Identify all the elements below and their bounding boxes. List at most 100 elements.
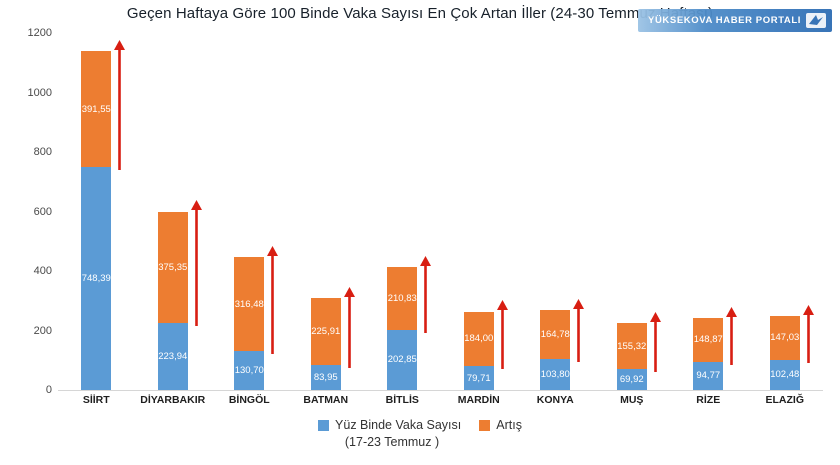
stacked-bar: 391,55 748,39 [81, 50, 112, 390]
watermark-badge: YÜKSEKOVA HABER PORTALI [638, 9, 832, 32]
category-label: MARDİN [457, 394, 500, 406]
increase-arrow-icon [496, 300, 509, 374]
stacked-bar: 155,32 69,92 [616, 323, 647, 390]
cases-segment: 202,85 [387, 329, 418, 390]
watermark-text: YÜKSEKOVA HABER PORTALI [648, 15, 801, 26]
increase-arrow-icon [343, 287, 356, 373]
increase-segment: 210,83 [387, 266, 418, 330]
increase-value-label: 316,48 [234, 298, 264, 310]
stacked-bar: 316,48 130,70 [234, 256, 265, 390]
increase-segment: 155,32 [616, 323, 647, 370]
category-label: RİZE [696, 394, 721, 406]
cases-segment: 748,39 [81, 167, 112, 390]
increase-arrow-icon [572, 299, 585, 367]
increase-segment: 164,78 [540, 310, 571, 360]
category-label: ELAZIĞ [765, 394, 805, 406]
increase-arrow-icon [113, 40, 126, 175]
bird-logo-icon [806, 13, 826, 28]
cases-segment: 69,92 [616, 369, 647, 390]
increase-segment: 375,35 [157, 211, 188, 324]
cases-value-label: 102,48 [770, 369, 800, 381]
legend-label-cases: Yüz Binde Vaka Sayısı [335, 418, 462, 432]
bar-column-bi̇tli̇s: 210,83 202,85 [364, 33, 441, 390]
increase-segment: 225,91 [310, 297, 341, 366]
bar-column-muş: 155,32 69,92 [594, 33, 671, 390]
bar-column-si̇i̇rt: 391,55 748,39 [58, 33, 135, 390]
bars-container: 391,55 748,39 375,35 223,94 316,48 130,70 225,… [58, 33, 823, 390]
bar-column-ri̇ze: 148,87 94,77 [670, 33, 747, 390]
category-label: BİNGÖL [228, 394, 270, 406]
stacked-bar: 210,83 202,85 [387, 266, 418, 390]
increase-value-label: 155,32 [617, 340, 647, 352]
plot-area: 391,55 748,39 375,35 223,94 316,48 130,70 225,… [58, 33, 823, 391]
increase-arrow-icon [802, 304, 815, 368]
increase-segment: 184,00 [463, 311, 494, 367]
legend-item-cases: Yüz Binde Vaka Sayısı [318, 418, 461, 432]
category-label: BATMAN [303, 394, 349, 406]
bar-column-di̇yarbakir: 375,35 223,94 [135, 33, 212, 390]
cases-value-label: 94,77 [696, 370, 721, 382]
chart-title: Geçen Haftaya Göre 100 Binde Vaka Sayısı… [126, 5, 714, 22]
x-axis-category-labels: SİİRT DİYARBAKIR BİNGÖL BATMAN BİTLİS MARDİN K… [58, 394, 823, 406]
y-tick-label: 1200 [27, 27, 52, 39]
increase-segment: 391,55 [81, 50, 112, 168]
increase-value-label: 391,55 [81, 103, 111, 115]
bar-column-konya: 164,78 103,80 [517, 33, 594, 390]
legend-item-increase: Artış [479, 418, 522, 432]
orange-swatch-icon [479, 419, 491, 431]
stacked-bar: 375,35 223,94 [157, 211, 188, 390]
bar-column-mardi̇n: 184,00 79,71 [441, 33, 518, 390]
y-tick-label: 800 [33, 146, 52, 158]
legend-row: Yüz Binde Vaka Sayısı Artış [318, 418, 522, 432]
increase-value-label: 210,83 [387, 292, 417, 304]
stacked-bar: 147,03 102,48 [769, 315, 800, 390]
legend-note: (17-23 Temmuz ) [344, 435, 440, 449]
increase-value-label: 375,35 [158, 262, 188, 274]
increase-arrow-icon [649, 312, 662, 377]
category-label: SİİRT [82, 394, 110, 406]
cases-segment: 223,94 [157, 323, 188, 390]
chart-legend: Yüz Binde Vaka Sayısı Artış (17-23 Temmu… [0, 418, 840, 449]
cases-value-label: 103,80 [540, 369, 570, 381]
increase-value-label: 184,00 [464, 333, 494, 345]
cases-value-label: 223,94 [158, 351, 188, 363]
category-label: DİYARBAKIR [140, 394, 206, 406]
y-axis-tick-labels: 0 200 400 600 800 1000 1200 [8, 27, 52, 396]
category-label: MUŞ [620, 394, 644, 406]
y-tick-label: 200 [33, 324, 52, 337]
cases-segment: 79,71 [463, 366, 494, 390]
bar-column-batman: 225,91 83,95 [288, 33, 365, 390]
y-tick-label: 400 [33, 265, 52, 277]
cases-segment: 83,95 [310, 365, 341, 390]
legend-label-increase: Artış [496, 418, 522, 432]
y-tick-label: 0 [45, 384, 52, 396]
y-tick-label: 1000 [27, 86, 52, 99]
increase-value-label: 147,03 [770, 332, 800, 344]
blue-swatch-icon [318, 419, 330, 431]
cases-value-label: 79,71 [466, 372, 491, 384]
increase-arrow-icon [419, 255, 432, 338]
stacked-bar: 184,00 79,71 [463, 311, 494, 390]
cases-value-label: 69,92 [619, 374, 644, 386]
cases-value-label: 202,85 [387, 354, 417, 366]
cases-value-label: 748,39 [81, 273, 111, 285]
increase-value-label: 225,91 [311, 325, 341, 337]
category-label: BİTLİS [385, 394, 419, 406]
increase-arrow-icon [725, 306, 738, 370]
increase-arrow-icon [190, 200, 203, 331]
stacked-bar: 164,78 103,80 [540, 310, 571, 390]
cases-segment: 94,77 [693, 361, 724, 390]
increase-segment: 147,03 [769, 315, 800, 360]
increase-segment: 148,87 [693, 317, 724, 362]
cases-segment: 102,48 [769, 359, 800, 390]
increase-arrow-icon [266, 246, 279, 359]
increase-segment: 316,48 [234, 256, 265, 352]
bar-column-bi̇ngöl: 316,48 130,70 [211, 33, 288, 390]
cases-value-label: 83,95 [313, 372, 338, 384]
y-tick-label: 600 [33, 205, 52, 218]
cases-segment: 103,80 [540, 359, 571, 390]
stacked-bar: 225,91 83,95 [310, 297, 341, 390]
cases-value-label: 130,70 [234, 365, 264, 377]
increase-value-label: 164,78 [540, 329, 570, 341]
stacked-bar: 148,87 94,77 [693, 317, 724, 390]
